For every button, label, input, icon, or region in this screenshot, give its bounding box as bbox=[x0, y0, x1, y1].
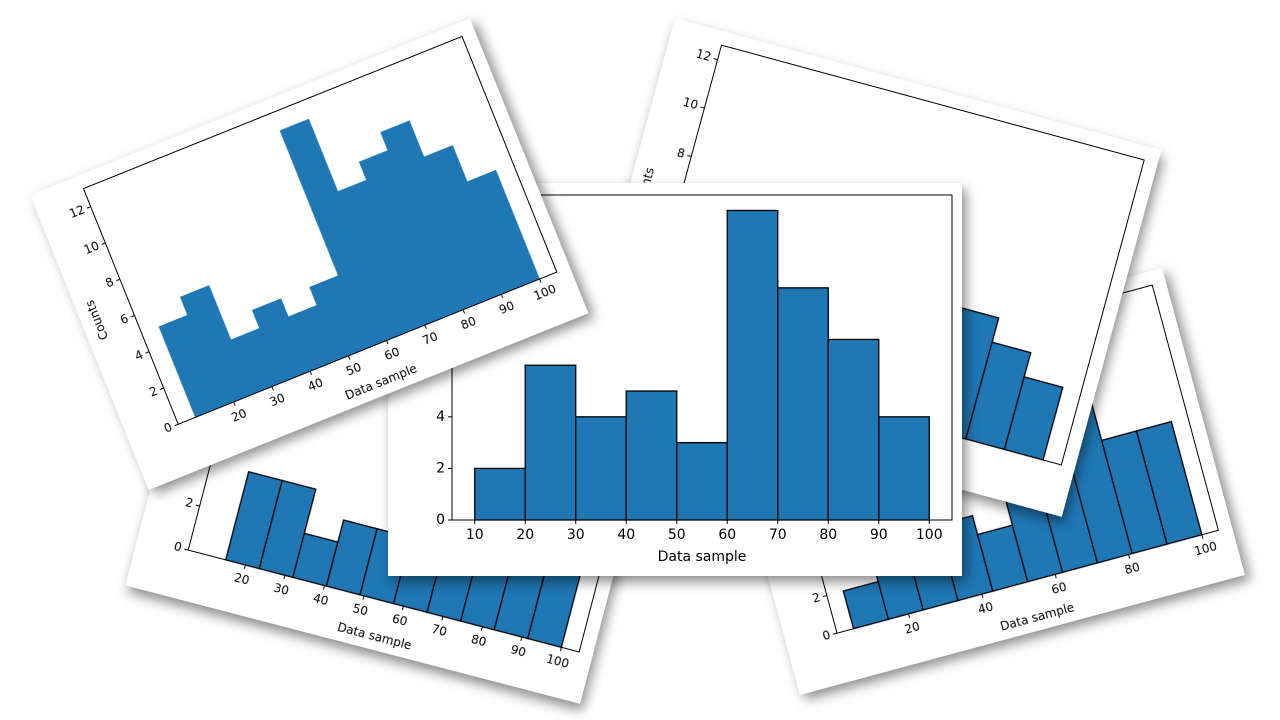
x-tick-label: 80 bbox=[1123, 560, 1141, 577]
y-tick-label: 0 bbox=[821, 628, 832, 644]
x-tick bbox=[559, 647, 562, 652]
x-tick bbox=[401, 606, 404, 611]
x-tick bbox=[462, 309, 466, 314]
x-tick bbox=[981, 593, 984, 599]
x-tick-label: 20 bbox=[233, 570, 251, 587]
x-tick bbox=[424, 324, 427, 330]
y-tick-label: 0 bbox=[172, 539, 183, 554]
bar bbox=[777, 287, 829, 521]
bar bbox=[878, 416, 930, 521]
bar bbox=[625, 390, 678, 521]
y-tick bbox=[145, 351, 150, 354]
bar bbox=[524, 364, 577, 521]
y-tick bbox=[687, 154, 692, 157]
x-tick-label: 40 bbox=[976, 599, 994, 616]
x-tick-label: 60 bbox=[391, 611, 409, 628]
bar bbox=[726, 209, 779, 521]
x-tick-label: 20 bbox=[229, 406, 248, 425]
y-tick bbox=[159, 387, 164, 390]
x-tick-label: 60 bbox=[718, 527, 736, 543]
y-tick bbox=[174, 423, 179, 427]
y-tick bbox=[116, 278, 121, 282]
x-tick bbox=[309, 371, 313, 376]
y-tick bbox=[195, 504, 200, 507]
y-tick-label: 4 bbox=[436, 409, 445, 425]
bar bbox=[827, 338, 880, 521]
x-tick-label: 40 bbox=[312, 591, 330, 608]
x-tick-label: 80 bbox=[459, 314, 478, 333]
bar bbox=[474, 467, 526, 521]
x-tick-label: 70 bbox=[769, 527, 787, 543]
y-tick-label: 2 bbox=[436, 460, 445, 476]
x-tick bbox=[233, 401, 236, 406]
x-tick-label: 40 bbox=[306, 375, 325, 394]
x-tick-label: 10 bbox=[466, 527, 484, 543]
x-tick bbox=[1054, 574, 1057, 579]
x-tick bbox=[283, 575, 286, 580]
x-tick bbox=[322, 585, 325, 590]
y-tick bbox=[700, 106, 705, 109]
y-tick-label: 10 bbox=[681, 95, 699, 113]
bar bbox=[676, 441, 728, 521]
x-tick-label: 30 bbox=[567, 527, 585, 543]
y-tick bbox=[101, 242, 106, 245]
y-tick-label: 12 bbox=[67, 202, 86, 221]
x-tick-label: 30 bbox=[272, 581, 290, 598]
x-tick-label: 50 bbox=[668, 527, 686, 543]
x-tick bbox=[520, 636, 523, 642]
bar bbox=[575, 416, 627, 521]
x-tick-label: 20 bbox=[516, 527, 534, 543]
x-tick bbox=[347, 355, 351, 360]
y-tick bbox=[833, 632, 838, 635]
x-tick bbox=[243, 564, 246, 570]
x-tick-label: 100 bbox=[916, 527, 943, 543]
x-axis-label: Data sample bbox=[658, 549, 747, 565]
x-tick-label: 60 bbox=[382, 345, 401, 364]
x-tick bbox=[441, 616, 444, 621]
y-tick-label: 12 bbox=[694, 47, 712, 65]
x-tick-label: 70 bbox=[430, 622, 448, 639]
x-tick-label: 90 bbox=[870, 527, 888, 543]
x-tick-label: 50 bbox=[351, 601, 369, 618]
x-tick-label: 60 bbox=[1050, 580, 1068, 597]
x-tick-label: 100 bbox=[545, 652, 571, 671]
y-tick-label: 8 bbox=[675, 145, 686, 161]
x-tick-label: 70 bbox=[421, 329, 440, 348]
y-tick bbox=[130, 315, 135, 318]
y-tick bbox=[184, 548, 189, 551]
x-tick-label: 80 bbox=[470, 632, 488, 649]
x-tick bbox=[539, 278, 542, 283]
x-tick bbox=[1201, 534, 1204, 539]
card-background bbox=[30, 18, 589, 491]
x-tick bbox=[480, 626, 483, 631]
x-tick bbox=[908, 613, 911, 618]
y-tick-label: 0 bbox=[436, 512, 445, 528]
x-tick-label: 90 bbox=[497, 298, 516, 317]
x-tick bbox=[1128, 554, 1131, 559]
x-tick bbox=[362, 595, 365, 600]
x-tick bbox=[386, 340, 389, 345]
y-tick-label: 10 bbox=[82, 239, 101, 258]
x-tick-label: 100 bbox=[1193, 539, 1219, 558]
x-tick bbox=[271, 386, 274, 391]
x-tick-label: 30 bbox=[268, 391, 287, 410]
y-tick-label: 2 bbox=[811, 590, 822, 606]
y-tick bbox=[713, 58, 718, 61]
x-tick-label: 20 bbox=[903, 619, 921, 636]
y-tick bbox=[86, 206, 91, 209]
x-tick-label: 40 bbox=[617, 527, 635, 543]
axes-frame bbox=[82, 35, 558, 425]
x-tick-label: 80 bbox=[819, 527, 837, 543]
y-tick-label: 2 bbox=[184, 495, 195, 510]
x-tick bbox=[500, 294, 504, 299]
y-tick bbox=[822, 594, 827, 597]
x-tick-label: 50 bbox=[344, 360, 363, 379]
x-tick-label: 90 bbox=[509, 642, 527, 659]
